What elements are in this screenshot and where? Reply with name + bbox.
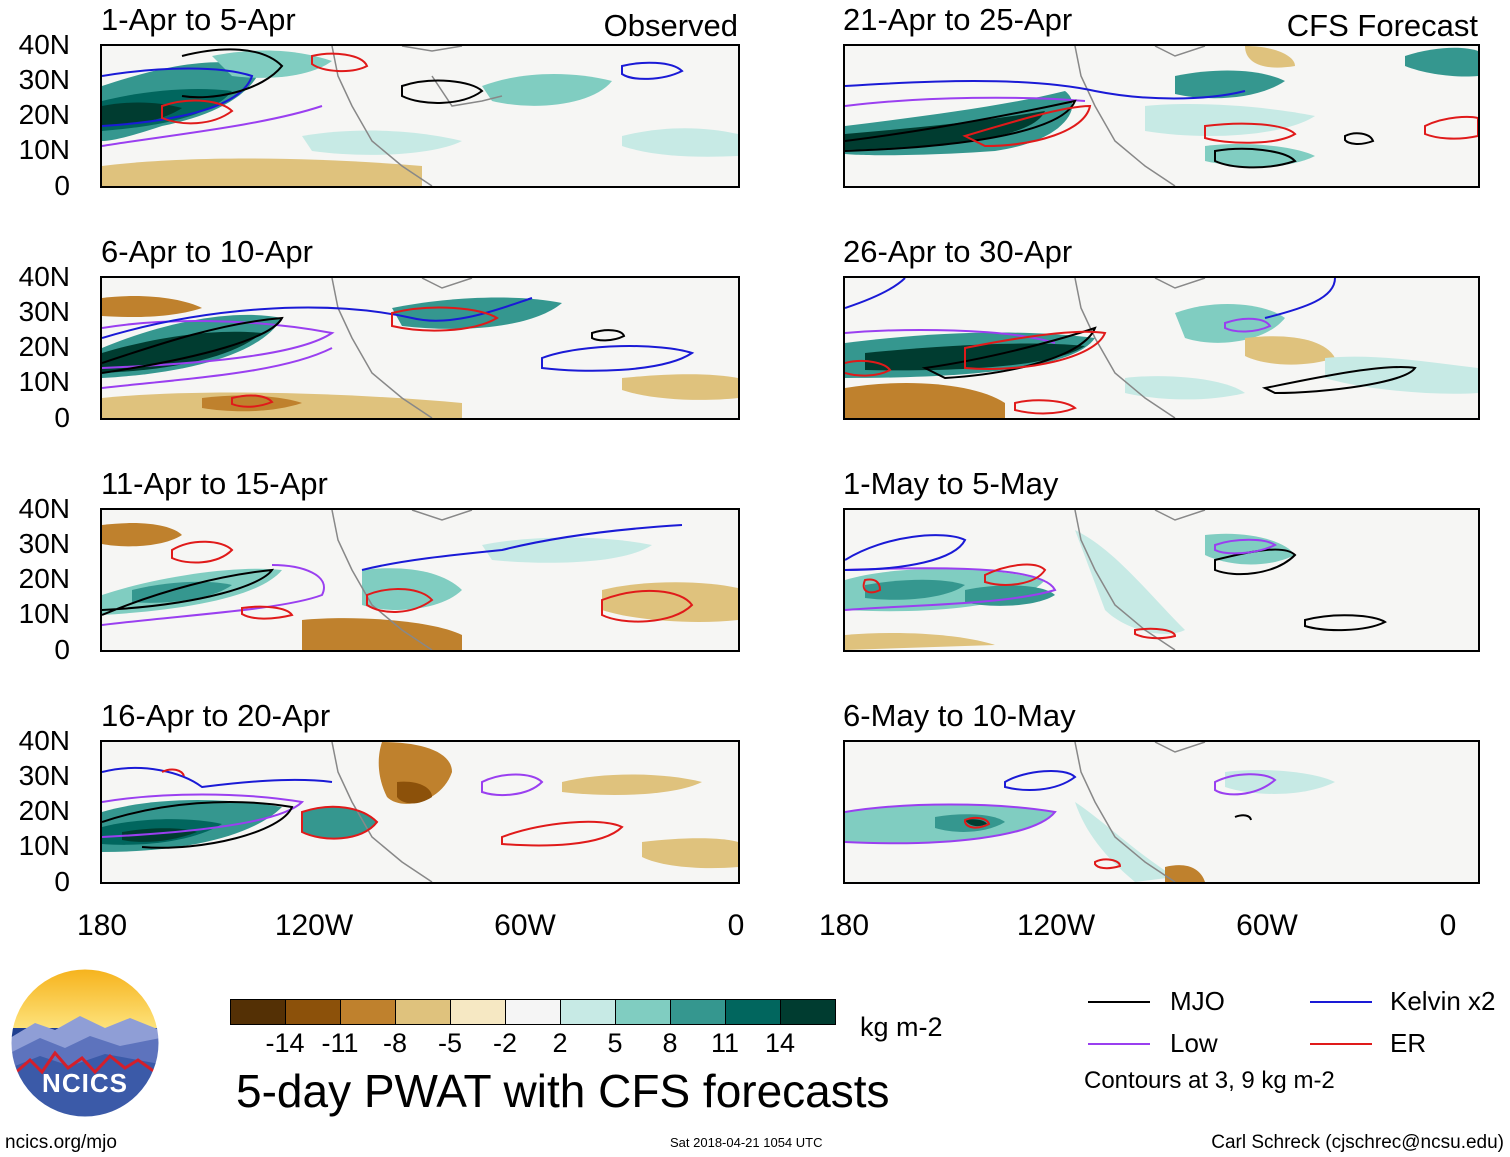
panel-title-fcst-2: 26-Apr to 30-Apr <box>843 234 1073 269</box>
panel-title-obs-3: 11-Apr to 15-Apr <box>101 466 328 501</box>
lat-label: 30N <box>18 64 70 95</box>
legend-label-low: Low <box>1170 1028 1218 1058</box>
pwat-map <box>845 278 1478 418</box>
lat-label: 20N <box>18 563 70 594</box>
colorbar-tick: -2 <box>492 1028 517 1058</box>
map-panel-observed-1 <box>100 44 740 188</box>
colorbar-tick: -14 <box>265 1028 305 1058</box>
colorbar-bin <box>230 999 286 1025</box>
colorbar-tick: 11 <box>710 1028 740 1058</box>
legend-swatch-low <box>1088 1043 1150 1045</box>
pwat-map <box>102 46 738 186</box>
map-panel-observed-3 <box>100 508 740 652</box>
lat-label: 40N <box>18 493 70 524</box>
legend-swatch-er <box>1310 1043 1372 1045</box>
legend-label-mjo: MJO <box>1170 986 1225 1016</box>
pwat-map <box>845 510 1387 650</box>
lat-label: 30N <box>18 760 70 791</box>
panel-title-fcst-1: 21-Apr to 25-Apr <box>843 2 1073 37</box>
legend-swatch-mjo <box>1088 1001 1150 1003</box>
colorbar-bin <box>285 999 341 1025</box>
lon-label: 60W <box>1236 909 1298 942</box>
pwat-map <box>102 278 738 418</box>
lat-label: 40N <box>18 29 70 60</box>
legend-label-kelvin: Kelvin x2 <box>1390 986 1496 1016</box>
colorbar-bin <box>670 999 726 1025</box>
colorbar-tick: -8 <box>382 1028 407 1058</box>
map-panel-forecast-3 <box>843 508 1480 652</box>
logo-text: NCICS <box>42 1068 128 1098</box>
lon-label: 60W <box>494 909 556 942</box>
map-panel-forecast-1 <box>843 44 1480 188</box>
map-panel-observed-2 <box>100 276 740 420</box>
colorbar-bin <box>780 999 836 1025</box>
pwat-map <box>102 510 738 650</box>
lat-label: 40N <box>18 725 70 756</box>
colorbar-bin <box>450 999 506 1025</box>
colorbar-bin <box>395 999 451 1025</box>
footer-url: ncics.org/mjo <box>5 1132 117 1153</box>
legend-note: Contours at 3, 9 kg m-2 <box>1084 1067 1335 1094</box>
colorbar-tick: 8 <box>662 1028 678 1058</box>
ncics-logo: NCICS <box>10 968 160 1118</box>
lat-label: 20N <box>18 795 70 826</box>
lat-label: 0 <box>54 634 70 665</box>
colorbar-tick: 14 <box>764 1028 796 1058</box>
colorbar-bin <box>615 999 671 1025</box>
lat-label: 20N <box>18 331 70 362</box>
lat-label: 10N <box>18 598 70 629</box>
colorbar-bin <box>725 999 781 1025</box>
legend-swatch-kelvin <box>1310 1001 1372 1003</box>
lon-label: 120W <box>274 909 354 942</box>
panel-title-obs-1: 1-Apr to 5-Apr <box>101 2 296 37</box>
lat-label: 10N <box>18 830 70 861</box>
panel-title-fcst-3: 1-May to 5-May <box>843 466 1059 501</box>
footer-timestamp: Sat 2018-04-21 1054 UTC <box>670 1135 823 1150</box>
lon-label: 0 <box>727 909 745 942</box>
forecast-label: CFS Forecast <box>1286 8 1478 43</box>
lat-label: 10N <box>18 366 70 397</box>
colorbar-tick: 2 <box>552 1028 568 1058</box>
lat-label: 30N <box>18 296 70 327</box>
footer-author: Carl Schreck (cjschrec@ncsu.edu) <box>1211 1132 1504 1153</box>
colorbar-unit: kg m-2 <box>860 1012 943 1042</box>
map-panel-observed-4 <box>100 740 740 884</box>
lat-label: 10N <box>18 134 70 165</box>
lat-label: 0 <box>54 866 70 897</box>
lon-label: 180 <box>76 909 128 942</box>
colorbar-tick: -5 <box>437 1028 462 1058</box>
colorbar-bin <box>340 999 396 1025</box>
panel-title-fcst-4: 6-May to 10-May <box>843 698 1076 733</box>
logo-icon <box>10 968 160 1118</box>
colorbar-tick: -11 <box>321 1028 359 1058</box>
lat-label: 40N <box>18 261 70 292</box>
panel-title-obs-4: 16-Apr to 20-Apr <box>101 698 331 733</box>
lat-label: 0 <box>54 170 70 201</box>
lon-label: 0 <box>1439 909 1457 942</box>
lat-label: 20N <box>18 99 70 130</box>
colorbar-bin <box>560 999 616 1025</box>
pwat-map <box>102 742 738 882</box>
pwat-map <box>845 46 1478 186</box>
lat-label: 0 <box>54 402 70 433</box>
lon-label: 120W <box>1016 909 1096 942</box>
observed-label: Observed <box>603 8 738 43</box>
map-panel-forecast-4 <box>843 740 1480 884</box>
colorbar-tick: 5 <box>607 1028 623 1058</box>
legend-label-er: ER <box>1390 1028 1427 1058</box>
colorbar-bin <box>505 999 561 1025</box>
lat-label: 30N <box>18 528 70 559</box>
panel-title-obs-2: 6-Apr to 10-Apr <box>101 234 313 269</box>
map-panel-forecast-2 <box>843 276 1480 420</box>
figure-title: 5-day PWAT with CFS forecasts <box>236 1065 890 1117</box>
pwat-map <box>845 742 1335 882</box>
lon-label: 180 <box>818 909 870 942</box>
